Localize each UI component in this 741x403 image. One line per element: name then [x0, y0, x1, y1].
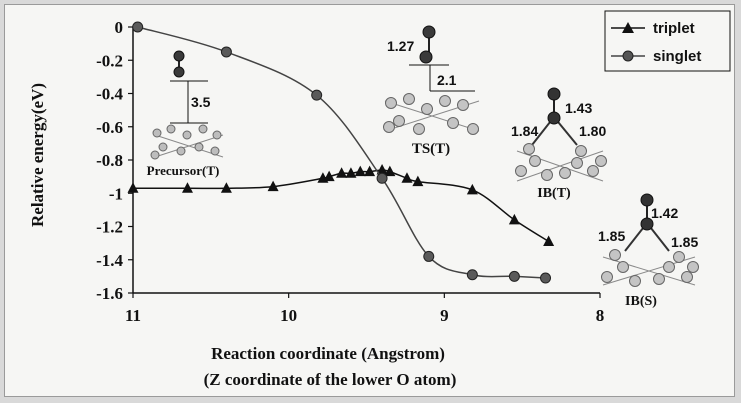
x-axis-ticks: 11 10 9 8	[125, 293, 604, 325]
ts-distance: 2.1	[437, 72, 457, 88]
chart-frame: 0 -0.2 -0.4 -0.6 -0.8 -1 -1.2 -1.4 -1.6 11 10 9 8 R…	[4, 4, 735, 397]
ibt-right-bond: 1.80	[579, 123, 606, 139]
triplet-point	[508, 213, 520, 225]
y-tick-label: -1	[109, 184, 123, 203]
triplet-point	[384, 165, 396, 177]
ibt-top-bond: 1.43	[565, 100, 592, 116]
x-tick-label: 9	[440, 306, 449, 325]
ts-bond-length: 1.27	[387, 38, 414, 54]
singlet-point	[508, 270, 520, 282]
legend-item-singlet: singlet	[611, 48, 701, 65]
x-tick-label: 11	[125, 306, 141, 325]
ibs-left-bond: 1.85	[598, 228, 625, 244]
x-axis-title: Reaction coordinate (Angstrom)	[211, 344, 445, 363]
singlet-point	[423, 250, 435, 262]
y-tick-label: -0.2	[96, 51, 123, 70]
y-tick-label: -0.6	[96, 118, 123, 137]
ibt-left-bond: 1.84	[511, 123, 538, 139]
y-axis-ticks: 0 -0.2 -0.4 -0.6 -0.8 -1 -1.2 -1.4 -1.6	[96, 18, 133, 303]
triplet-point	[336, 167, 348, 178]
x-axis-subtitle: (Z coordinate of the lower O atom)	[204, 370, 457, 389]
legend-singlet-marker	[622, 50, 634, 62]
ibs-right-bond: 1.85	[671, 234, 698, 250]
triplet-point	[323, 170, 335, 182]
singlet-point	[311, 89, 323, 101]
y-tick-label: -1.2	[96, 218, 123, 237]
legend-item-triplet: triplet	[611, 20, 695, 37]
triplet-point	[543, 235, 555, 246]
y-tick-label: -0.4	[96, 85, 123, 104]
plot-area	[133, 27, 600, 293]
triplet-point	[127, 182, 139, 193]
precursor-structure: 3.5 Precursor(T)	[147, 50, 224, 178]
ibs-top-bond: 1.42	[651, 205, 678, 221]
y-tick-label: -1.4	[96, 251, 123, 270]
triplet-point	[181, 182, 193, 193]
triplet-point	[267, 180, 279, 192]
series-layer	[127, 21, 555, 284]
ibt-structure: 1.43 1.84 1.80 IB(T)	[511, 87, 607, 201]
y-axis-title: Relative energy(eV)	[28, 83, 47, 227]
ibs-structure: 1.42 1.85 1.85 IB(S)	[598, 193, 699, 309]
triplet-point	[220, 182, 232, 193]
y-tick-label: 0	[115, 18, 124, 37]
triplet-point	[376, 163, 388, 175]
energy-chart: 0 -0.2 -0.4 -0.6 -0.8 -1 -1.2 -1.4 -1.6 11 10 9 8 R…	[28, 10, 731, 389]
legend-singlet-label: singlet	[653, 48, 701, 65]
ts-structure: 1.27 2.1 TS(T)	[383, 25, 480, 157]
triplet-point	[354, 165, 366, 177]
legend-triplet-label: triplet	[653, 20, 695, 37]
triplet-point	[401, 172, 413, 183]
singlet-point	[466, 269, 478, 281]
y-tick-label: -0.8	[96, 151, 123, 170]
ibt-label: IB(T)	[537, 186, 571, 201]
y-tick-label: -1.6	[96, 284, 123, 303]
triplet-point	[364, 165, 376, 177]
triplet-point	[345, 167, 357, 178]
triplet-point	[466, 183, 478, 195]
precursor-label: Precursor(T)	[147, 163, 220, 178]
legend: triplet singlet	[604, 10, 731, 72]
ibs-label: IB(S)	[625, 294, 657, 309]
singlet-point	[220, 46, 232, 58]
precursor-distance: 3.5	[191, 94, 211, 110]
ts-label: TS(T)	[412, 141, 450, 157]
legend-triplet-marker	[622, 22, 634, 33]
singlet-point	[540, 272, 552, 284]
x-tick-label: 10	[280, 306, 297, 325]
triplet-point	[412, 175, 424, 187]
x-tick-label: 8	[596, 306, 605, 325]
singlet-point	[132, 21, 144, 33]
singlet-point	[376, 172, 388, 184]
